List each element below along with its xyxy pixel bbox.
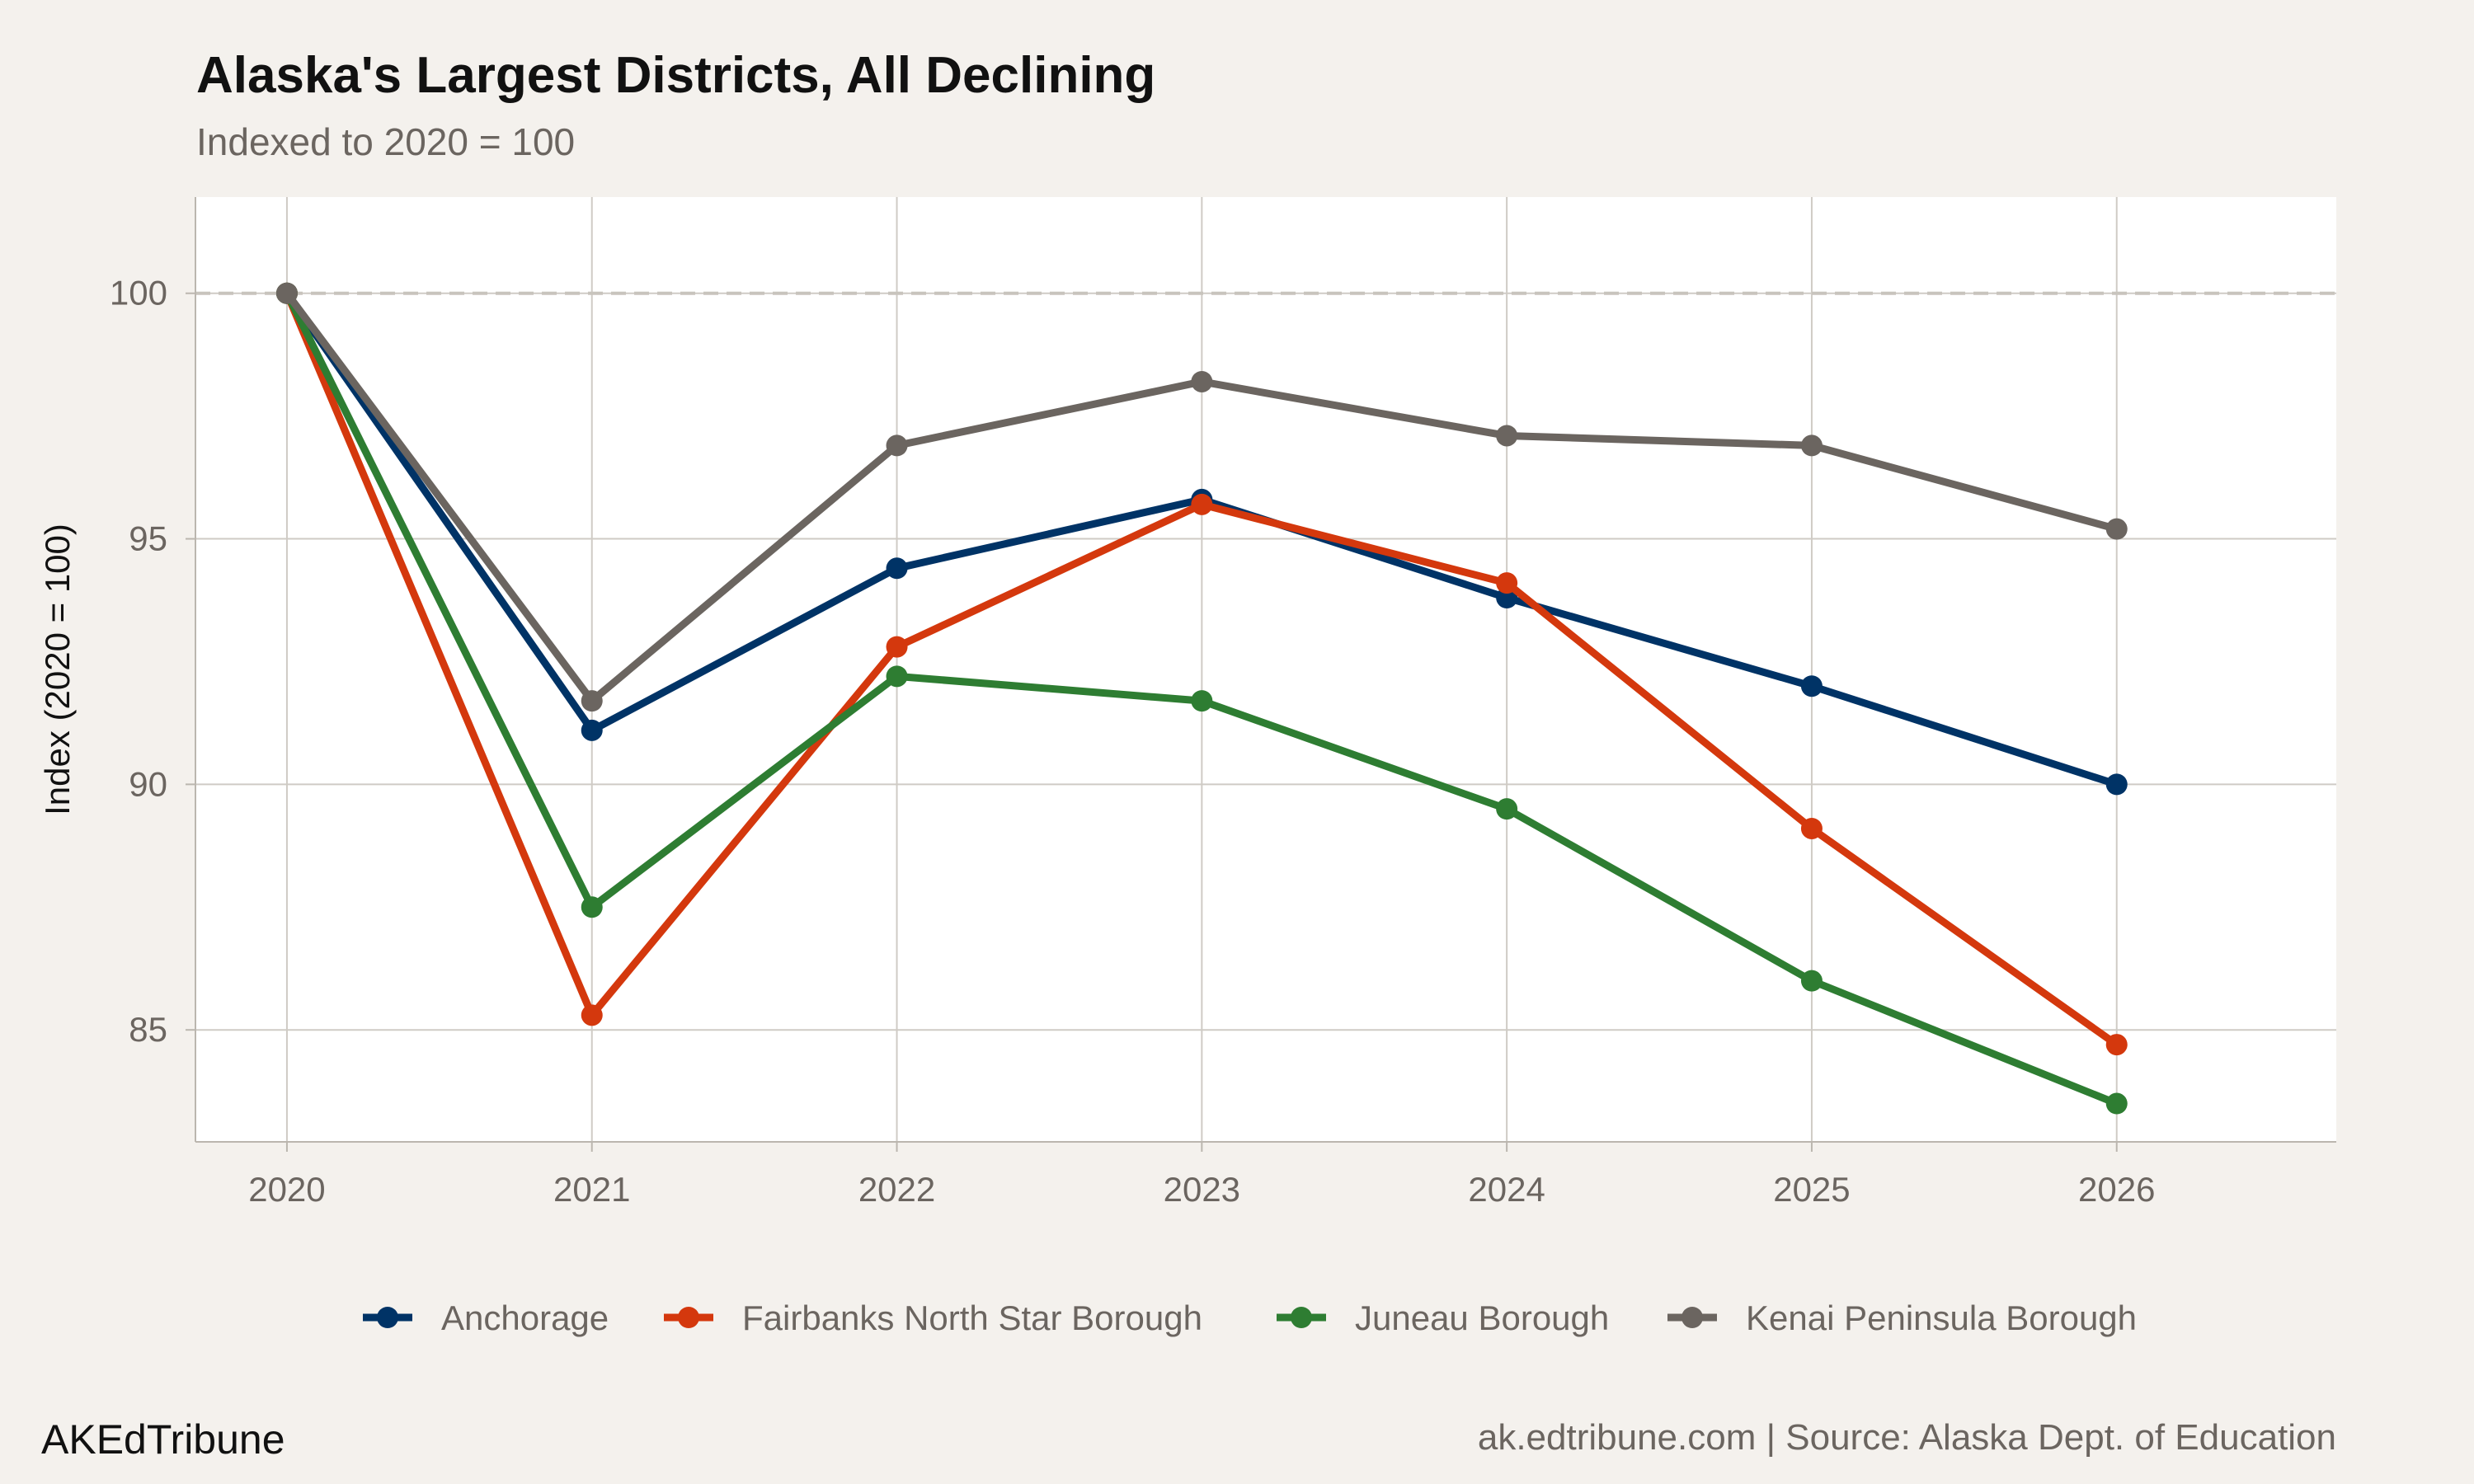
x-tick-label: 2024	[1468, 1170, 1545, 1209]
legend-key-point	[678, 1307, 699, 1328]
legend-key-point	[377, 1307, 398, 1328]
legend-key-point	[1681, 1307, 1703, 1328]
legend-label: Anchorage	[441, 1298, 609, 1337]
data-point	[581, 896, 603, 918]
legend-label: Juneau Borough	[1355, 1298, 1609, 1337]
legend-item-juneau-borough: Juneau Borough	[1277, 1298, 1609, 1337]
legend-label: Fairbanks North Star Borough	[742, 1298, 1202, 1337]
x-tick-label: 2022	[858, 1170, 935, 1209]
plot-panel	[195, 197, 2336, 1142]
data-point	[1191, 690, 1213, 712]
data-point	[886, 557, 908, 580]
legend-key-point	[1291, 1307, 1312, 1328]
y-tick-label: 85	[129, 1010, 167, 1049]
data-point	[1496, 587, 1518, 609]
data-point	[2105, 518, 2128, 540]
data-point	[886, 434, 908, 457]
data-point	[581, 1004, 603, 1026]
data-point	[886, 665, 908, 688]
series-juneau-borough	[275, 282, 2128, 1115]
data-point	[1191, 370, 1213, 392]
data-point	[2105, 1034, 2128, 1056]
data-point	[275, 282, 298, 304]
legend-item-anchorage: Anchorage	[363, 1298, 609, 1337]
data-point	[886, 636, 908, 658]
data-point	[1800, 970, 1823, 992]
footer-caption: ak.edtribune.com | Source: Alaska Dept. …	[1478, 1417, 2336, 1458]
legend-item-fairbanks-north-star-borough: Fairbanks North Star Borough	[664, 1298, 1202, 1337]
data-point	[581, 690, 603, 712]
data-point	[1496, 798, 1518, 820]
x-tick-label: 2026	[2078, 1170, 2155, 1209]
data-point	[1191, 493, 1213, 515]
data-point	[1800, 434, 1823, 457]
y-tick-label: 90	[129, 764, 167, 803]
data-point	[1496, 425, 1518, 447]
y-axis-label: Index (2020 = 100)	[38, 524, 77, 815]
chart-subtitle: Indexed to 2020 = 100	[196, 120, 575, 163]
data-point	[2105, 773, 2128, 796]
x-tick-label: 2020	[248, 1170, 325, 1209]
series-kenai-peninsula-borough	[275, 282, 2128, 712]
data-point	[581, 719, 603, 741]
legend-label: Kenai Peninsula Borough	[1746, 1298, 2137, 1337]
footer-brand: AKEdTribune	[41, 1416, 285, 1463]
chart-title: Alaska's Largest Districts, All Declinin…	[196, 47, 1155, 104]
x-tick-label: 2025	[1773, 1170, 1850, 1209]
data-point	[1496, 572, 1518, 594]
x-tick-label: 2021	[553, 1170, 630, 1209]
data-point	[1800, 675, 1823, 697]
data-point	[1800, 817, 1823, 839]
legend-item-kenai-peninsula-borough: Kenai Peninsula Borough	[1667, 1298, 2137, 1337]
y-tick-label: 100	[110, 274, 167, 312]
x-tick-label: 2023	[1164, 1170, 1240, 1209]
data-point	[2105, 1092, 2128, 1115]
y-tick-label: 95	[129, 519, 167, 558]
